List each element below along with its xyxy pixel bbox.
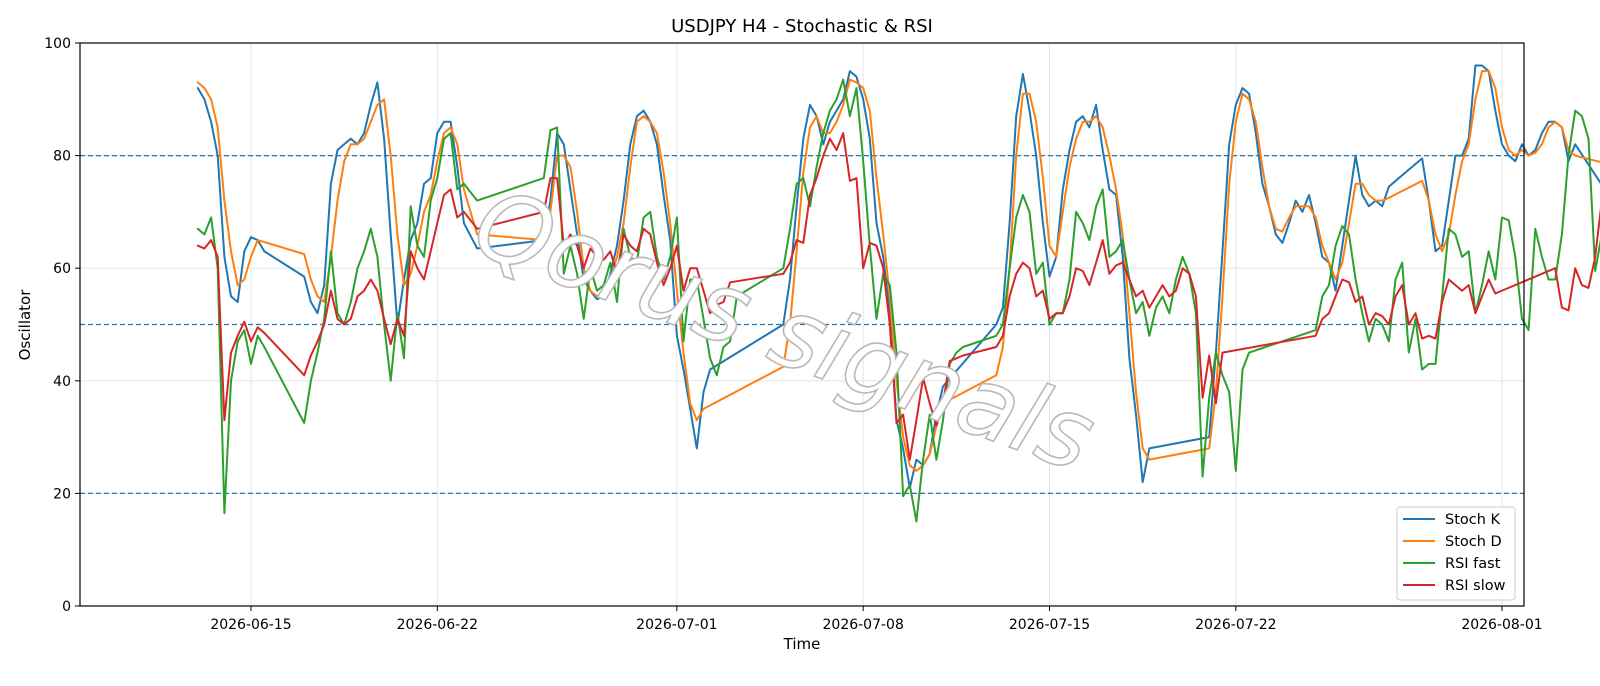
- y-tick-label: 20: [53, 486, 71, 502]
- y-tick-label: 100: [44, 36, 71, 52]
- x-tick-label: 2026-06-15: [210, 617, 291, 633]
- legend-label-rsi-slow: RSI slow: [1445, 578, 1506, 594]
- chart-title: USDJPY H4 - Stochastic & RSI: [671, 16, 933, 37]
- legend-label-stoch-d: Stoch D: [1445, 534, 1502, 550]
- y-axis-label: Oscillator: [16, 289, 34, 361]
- legend-label-rsi-fast: RSI fast: [1445, 556, 1501, 572]
- series-layer: [196, 64, 1600, 523]
- plot-frame: [79, 42, 1525, 607]
- y-tick-label: 80: [53, 149, 71, 165]
- series-line-rsi-slow: [196, 132, 1600, 461]
- watermark-text: Qorus signals: [460, 166, 1108, 493]
- series-line-rsi-fast: [196, 78, 1600, 523]
- x-tick-label: 2026-07-01: [636, 617, 717, 633]
- x-tick-label: 2026-08-01: [1461, 617, 1542, 633]
- y-tick-label: 0: [62, 599, 71, 615]
- y-tick-label: 40: [53, 374, 71, 390]
- series-line-stoch-d: [196, 70, 1600, 472]
- legend-box: [1396, 506, 1516, 601]
- x-tick-label: 2026-07-22: [1195, 617, 1276, 633]
- series-line-stoch-k: [196, 64, 1600, 489]
- x-axis-label: Time: [783, 635, 821, 653]
- legend-label-stoch-k: Stoch K: [1445, 512, 1501, 528]
- x-tick-label: 2026-06-22: [397, 617, 478, 633]
- y-tick-label: 60: [53, 261, 71, 277]
- x-tick-label: 2026-07-15: [1009, 617, 1090, 633]
- legend: Stoch K Stoch D RSI fast RSI slow: [1396, 506, 1516, 601]
- x-tick-label: 2026-07-08: [823, 617, 904, 633]
- axes: 0 20 40 60 80 100 2026-06-15 2026-06-22 2026-07-…: [44, 36, 1542, 633]
